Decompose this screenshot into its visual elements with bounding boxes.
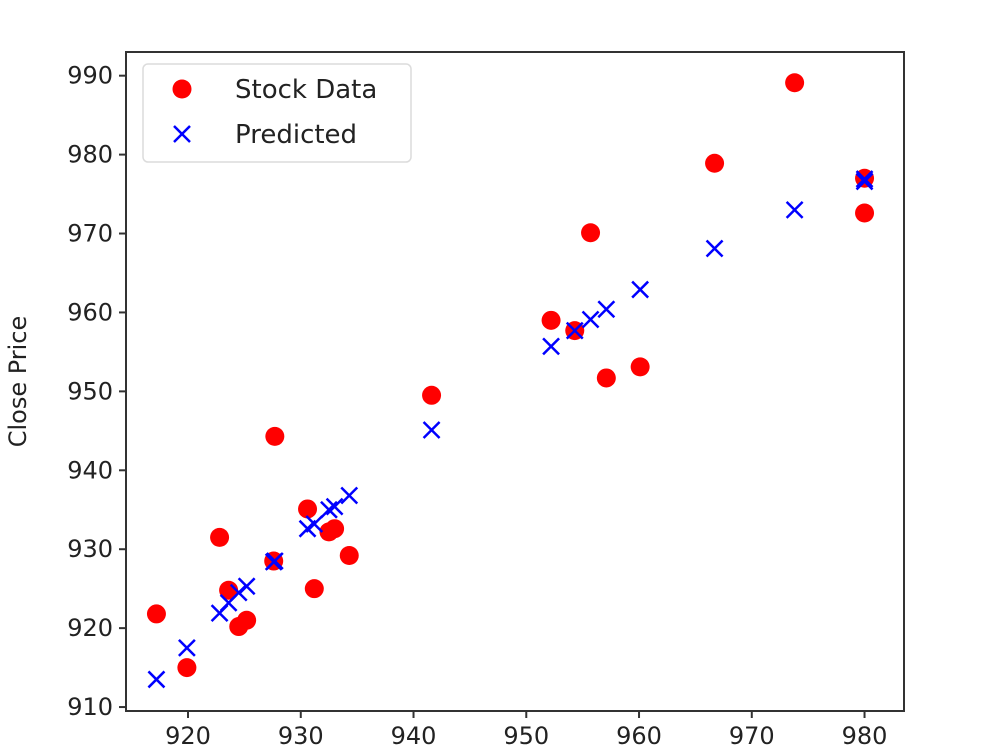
x-tick-label: 920: [165, 722, 211, 750]
x-tick-label: 960: [616, 722, 662, 750]
predicted-point: [597, 300, 616, 319]
legend-marker-predicted: [173, 125, 191, 143]
stock-data-point: [785, 73, 805, 93]
y-tick-label: 990: [67, 62, 113, 90]
x-axis-ticks: 920 930 940 950 960 970 980: [165, 711, 887, 750]
data-points: [146, 73, 875, 689]
predicted-point: [325, 497, 344, 516]
y-tick-label: 920: [67, 614, 113, 642]
legend-label-stock-data: Stock Data: [235, 75, 377, 105]
x-tick-label: 970: [729, 722, 775, 750]
stock-data-point: [339, 546, 359, 566]
stock-data-point: [146, 604, 166, 624]
stock-data-point: [596, 368, 616, 388]
predicted-point: [542, 337, 560, 356]
predicted-point: [422, 421, 441, 439]
y-tick-label: 970: [67, 220, 113, 248]
x-tick-label: 980: [842, 722, 888, 750]
stock-data-point: [422, 385, 442, 405]
stock-data-point: [177, 658, 197, 678]
x-tick-label: 940: [391, 722, 437, 750]
stock-data-point: [265, 426, 285, 446]
stock-data-point: [581, 223, 601, 243]
predicted-point: [147, 670, 166, 689]
y-axis-ticks: 910 920 930 940 950 960 970 980 990: [67, 62, 126, 721]
legend: Stock Data Predicted: [142, 63, 412, 163]
predicted-point: [565, 321, 584, 340]
y-tick-label: 980: [67, 141, 113, 169]
predicted-point: [340, 486, 359, 505]
predicted-point: [855, 172, 874, 191]
y-tick-label: 930: [67, 535, 113, 563]
plot-area-frame: [125, 51, 905, 712]
stock-data-point: [237, 610, 257, 630]
stock-data-point: [541, 310, 561, 330]
legend-marker-stock-data: [172, 79, 192, 99]
predicted-point: [581, 310, 600, 329]
stock-data-point: [855, 203, 875, 223]
x-tick-label: 950: [503, 722, 549, 750]
y-tick-label: 940: [67, 456, 113, 484]
predicted-point: [631, 280, 650, 299]
predicted-point: [785, 200, 804, 219]
predicted-point: [320, 500, 338, 519]
y-tick-label: 960: [67, 298, 113, 326]
stock-data-point: [304, 579, 324, 599]
legend-box: [142, 63, 412, 163]
predicted-point: [178, 638, 196, 657]
stock-data-point: [325, 519, 345, 539]
predicted-point: [305, 515, 324, 533]
y-tick-label: 950: [67, 377, 113, 405]
predicted-point: [855, 170, 874, 188]
predicted-point: [265, 552, 284, 570]
y-axis-title: Close Price: [4, 316, 32, 448]
x-tick-label: 930: [278, 722, 324, 750]
stock-data-point: [298, 499, 318, 519]
stock-data-point: [705, 153, 725, 173]
y-tick-label: 910: [67, 693, 113, 721]
stock-data-point: [630, 357, 650, 377]
stock-data-point: [210, 527, 230, 547]
predicted-point: [705, 239, 724, 258]
legend-label-predicted: Predicted: [235, 120, 357, 150]
predicted-point: [237, 577, 256, 596]
